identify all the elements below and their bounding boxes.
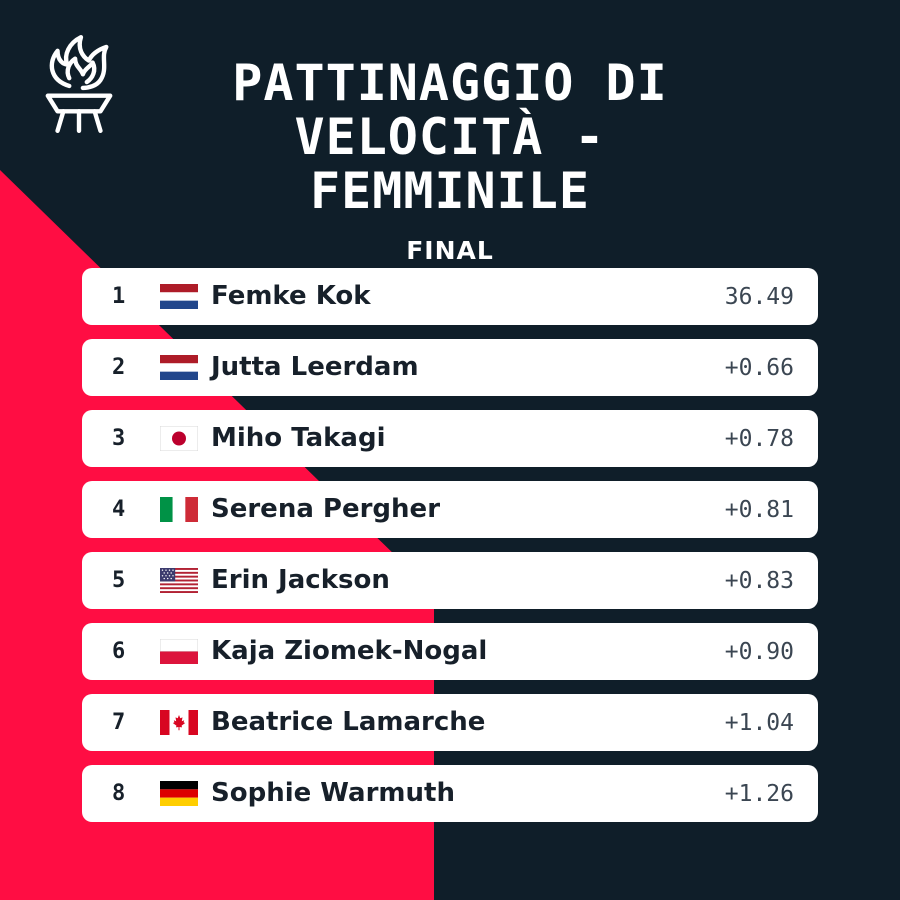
poland-flag-icon [160,639,198,664]
athlete-name: Kaja Ziomek-Nogal [211,636,488,666]
rank: 4 [112,497,126,522]
result-row: 3 Miho Takagi +0.78 [82,410,818,467]
netherlands-flag-icon [160,355,198,380]
results-list: 1 Femke Kok 36.49 2 Jutta Leerdam +0.66 … [82,268,818,836]
athlete-name: Serena Pergher [211,494,441,524]
result-row: 2 Jutta Leerdam +0.66 [82,339,818,396]
netherlands-flag-icon [160,284,198,309]
athlete-name: Sophie Warmuth [211,778,455,808]
result-row: 1 Femke Kok 36.49 [82,268,818,325]
athlete-name: Erin Jackson [211,565,390,595]
result-row: 7 Beatrice Lamarche +1.04 [82,694,818,751]
torch-icon [45,35,113,133]
athlete-name: Femke Kok [211,281,371,311]
result-time: +0.83 [724,568,794,594]
rank: 5 [112,568,126,593]
title-line-1: PATTINAGGIO DI [232,54,668,112]
rank: 8 [112,781,126,806]
italy-flag-icon [160,497,198,522]
result-time: +1.04 [724,710,794,736]
athlete-name: Beatrice Lamarche [211,707,486,737]
japan-flag-icon [160,426,198,451]
title-line-2: VELOCITÀ - [294,108,606,166]
result-row: 5 Erin Jackson +0.83 [82,552,818,609]
rank: 1 [112,284,126,309]
result-row: 4 Serena Pergher +0.81 [82,481,818,538]
rank: 2 [112,355,126,380]
rank: 7 [112,710,126,735]
page-title: PATTINAGGIO DI VELOCITÀ - FEMMINILE [130,56,770,218]
result-time: +0.78 [724,426,794,452]
result-time: +0.90 [724,639,794,665]
subtitle: FINAL [406,236,494,265]
canada-flag-icon [160,710,198,735]
title-line-3: FEMMINILE [310,162,590,220]
result-time: 36.49 [724,284,794,310]
result-time: +1.26 [724,781,794,807]
result-time: +0.66 [724,355,794,381]
rank: 3 [112,426,126,451]
result-row: 8 Sophie Warmuth +1.26 [82,765,818,822]
rank: 6 [112,639,126,664]
result-row: 6 Kaja Ziomek-Nogal +0.90 [82,623,818,680]
germany-flag-icon [160,781,198,806]
athlete-name: Miho Takagi [211,423,386,453]
result-time: +0.81 [724,497,794,523]
athlete-name: Jutta Leerdam [211,352,419,382]
usa-flag-icon [160,568,198,593]
